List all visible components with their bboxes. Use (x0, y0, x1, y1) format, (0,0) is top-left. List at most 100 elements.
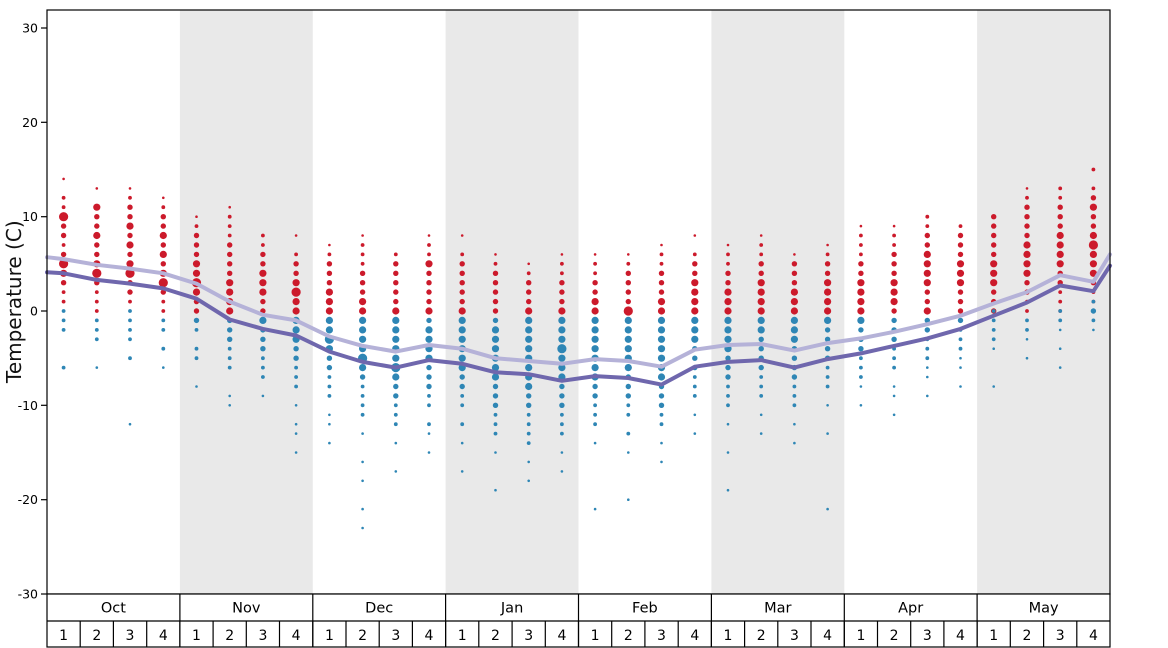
max-temp-dot (192, 288, 201, 296)
week-label: 3 (258, 628, 267, 644)
week-label: 4 (1089, 628, 1098, 644)
max-temp-dot (957, 289, 964, 295)
min-temp-dot (593, 412, 597, 417)
min-temp-dot (427, 422, 431, 427)
min-temp-dot (460, 422, 465, 427)
max-temp-dot (991, 214, 997, 220)
week-label: 3 (1056, 628, 1065, 644)
min-temp-dot (460, 441, 464, 445)
week-label: 3 (790, 628, 799, 644)
max-temp-dot (293, 270, 299, 276)
max-temp-dot (956, 279, 965, 287)
min-temp-dot (426, 374, 432, 380)
min-temp-dot (161, 318, 166, 323)
max-temp-dot (990, 269, 998, 277)
min-temp-dot (726, 403, 730, 408)
max-temp-dot (459, 270, 465, 276)
max-temp-dot (360, 252, 365, 257)
y-tick-label: 20 (22, 115, 38, 130)
month-label: Apr (898, 601, 923, 617)
average-high-line (45, 252, 1112, 369)
max-temp-dot (857, 307, 865, 315)
max-temp-dot (1089, 250, 1097, 258)
y-axis-title: Temperature (C) (2, 220, 26, 384)
max-temp-dot (890, 288, 898, 296)
min-temp-dot (793, 441, 796, 445)
min-temp-dot (194, 328, 199, 332)
max-temp-dot (360, 243, 365, 247)
week-label: 1 (458, 628, 467, 644)
max-temp-dot (1023, 241, 1031, 249)
max-temp-dot (692, 261, 698, 267)
min-temp-dot (626, 403, 631, 408)
max-temp-dot (958, 224, 963, 229)
max-temp-dot (1056, 231, 1064, 240)
max-temp-dot (625, 270, 631, 276)
week-label: 4 (425, 628, 434, 644)
min-temp-dot (128, 318, 132, 323)
max-temp-dot (790, 288, 799, 296)
min-temp-dot (491, 364, 500, 372)
week-label: 1 (325, 628, 334, 644)
min-temp-dot (625, 393, 631, 399)
min-temp-dot (327, 384, 332, 389)
max-temp-dot (62, 177, 65, 181)
min-temp-dot (193, 317, 200, 324)
week-label: 1 (856, 628, 865, 644)
max-temp-dot (1057, 223, 1063, 229)
min-temp-dot (458, 316, 466, 324)
max-temp-dot (724, 288, 732, 296)
min-temp-dot (892, 356, 896, 361)
max-temp-dot (626, 261, 631, 266)
min-temp-dot (724, 326, 732, 334)
min-temp-dot (858, 346, 864, 352)
min-temp-dot (591, 326, 599, 334)
max-temp-dot (126, 241, 134, 249)
min-temp-dot (758, 336, 764, 342)
max-temp-dot (160, 214, 166, 220)
min-temp-dot (657, 345, 666, 353)
min-temp-dot (692, 394, 697, 398)
min-temp-dot (328, 413, 331, 417)
min-temp-dot (527, 479, 530, 483)
max-temp-dot (527, 262, 530, 266)
min-temp-dot (892, 385, 896, 388)
min-temp-dot (824, 336, 831, 342)
min-temp-dot (527, 460, 530, 464)
max-temp-dot (261, 243, 265, 247)
max-temp-dot (226, 288, 234, 296)
max-temp-dot (957, 232, 964, 239)
max-temp-dot (94, 290, 99, 294)
min-temp-dot (725, 364, 731, 371)
min-temp-dot (560, 431, 564, 436)
min-temp-dot (926, 375, 929, 379)
max-temp-dot (857, 279, 865, 287)
max-temp-dot (325, 298, 333, 306)
max-temp-dot (227, 270, 233, 276)
max-temp-dot (459, 261, 465, 267)
max-temp-dot (61, 290, 66, 294)
week-label: 2 (358, 628, 367, 644)
max-temp-dot (890, 298, 898, 306)
week-label: 4 (690, 628, 699, 644)
min-temp-dot (228, 394, 231, 398)
max-temp-dot (61, 299, 66, 304)
min-temp-dot (128, 356, 132, 361)
min-temp-dot (658, 402, 665, 408)
max-temp-dot (790, 298, 799, 306)
min-temp-dot (726, 488, 730, 492)
min-temp-dot (558, 354, 566, 362)
max-temp-dot (61, 195, 66, 200)
max-temp-dot (790, 307, 799, 315)
max-temp-dot (791, 270, 798, 276)
max-temp-dot (824, 307, 832, 315)
week-label: 4 (557, 628, 566, 644)
max-temp-dot (1057, 214, 1063, 220)
min-temp-dot (392, 335, 400, 343)
max-temp-dot (92, 268, 102, 278)
min-temp-dot (94, 318, 99, 323)
max-temp-dot (1025, 309, 1029, 313)
min-temp-dot (757, 326, 765, 334)
min-temp-dot (892, 365, 896, 370)
